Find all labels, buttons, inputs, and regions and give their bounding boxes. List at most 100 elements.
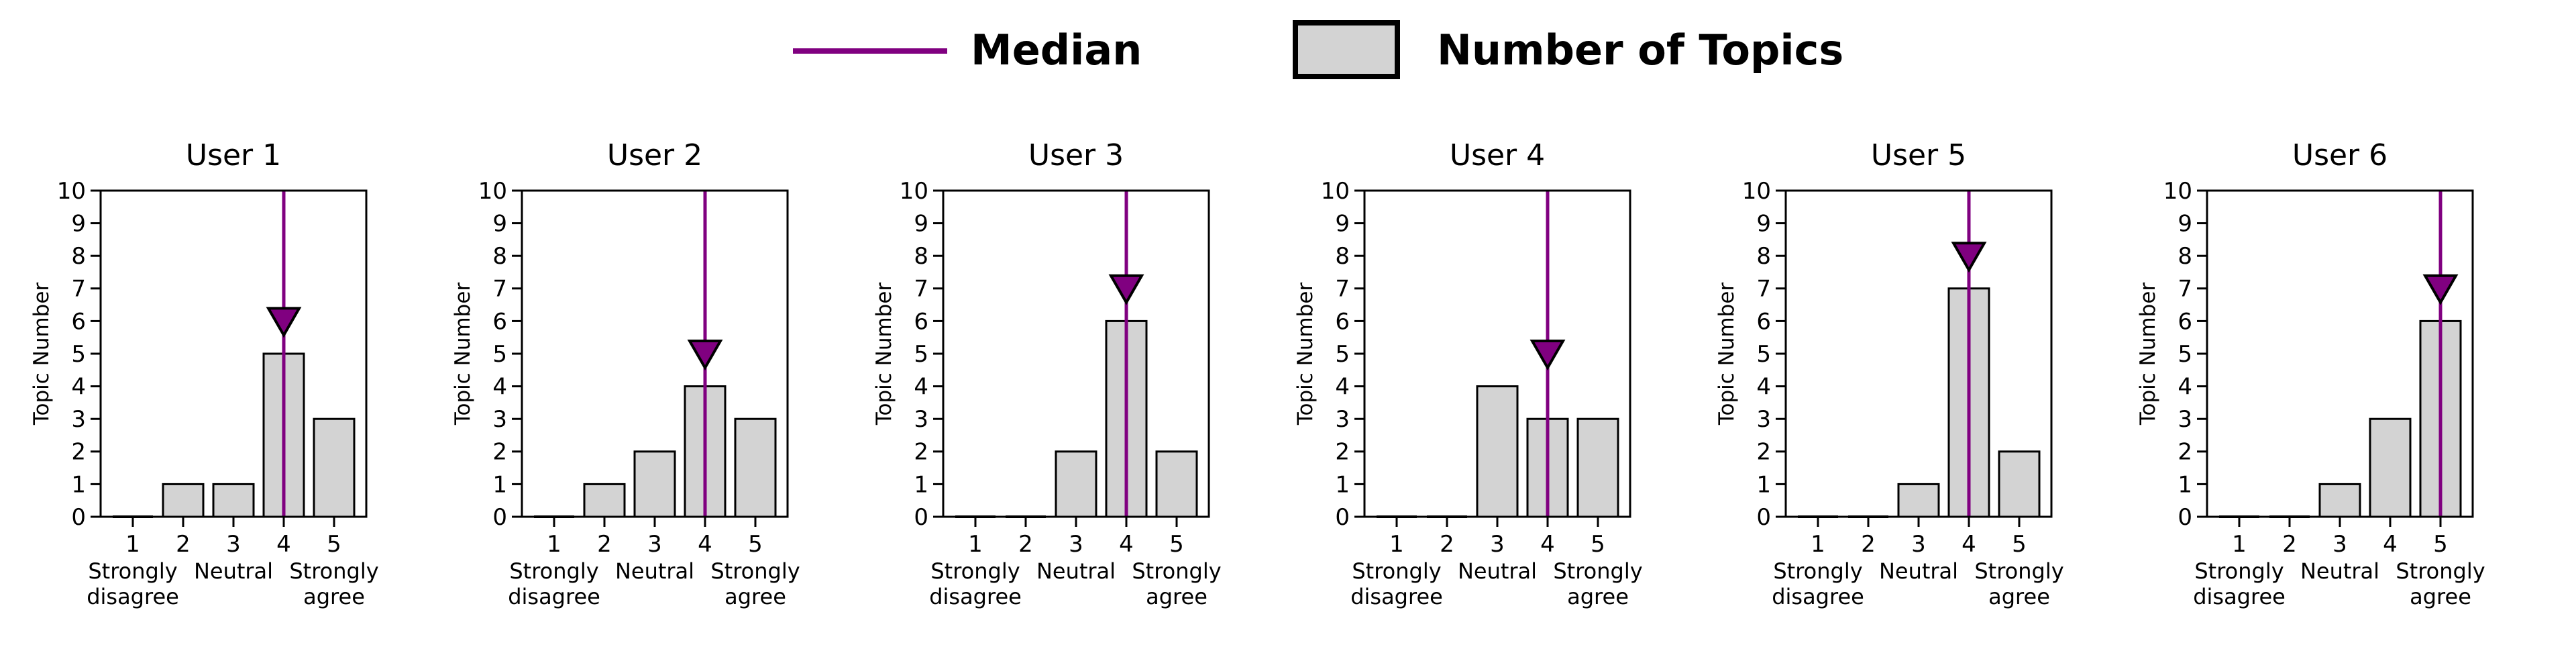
x-sublabel-5-line1: Strongly — [2396, 558, 2485, 584]
y-tick-label-7: 7 — [914, 276, 928, 303]
legend-median-label: Median — [971, 26, 1142, 74]
bar-category-2 — [162, 483, 205, 518]
y-tick-label-6: 6 — [1756, 308, 1771, 335]
y-tick-label-7: 7 — [492, 276, 507, 303]
x-tick-label-4: 4 — [276, 531, 291, 558]
bar-category-5 — [734, 417, 777, 518]
y-tick-label-4: 4 — [71, 374, 86, 401]
x-sublabel-3-line1: Neutral — [615, 558, 694, 584]
y-tick-label-0: 0 — [1335, 504, 1350, 531]
y-tick-label-7: 7 — [1756, 276, 1771, 303]
topics-patch-sample — [1293, 20, 1400, 79]
y-tick-label-8: 8 — [492, 243, 507, 270]
y-tick-label-8: 8 — [2178, 243, 2192, 270]
y-tick-label-10: 10 — [900, 178, 928, 205]
y-axis-label: Topic Number — [872, 283, 896, 426]
x-sublabel-5-line2: agree — [303, 584, 365, 609]
bar-category-3 — [1897, 483, 1940, 518]
bar-category-5 — [313, 417, 356, 518]
x-tick-label-3: 3 — [1911, 531, 1926, 558]
y-axis-label: Topic Number — [451, 283, 475, 426]
y-tick-label-7: 7 — [2178, 276, 2192, 303]
y-tick-label-9: 9 — [914, 211, 928, 238]
y-tick-label-1: 1 — [492, 471, 507, 498]
y-axis-label: Topic Number — [30, 283, 54, 426]
x-tick-label-5: 5 — [2012, 531, 2027, 558]
median-marker — [1951, 242, 1987, 273]
x-tick-label-5: 5 — [1591, 531, 1605, 558]
chart-title: User 5 — [1871, 138, 1966, 172]
y-tick-label-3: 3 — [2178, 406, 2192, 433]
y-tick-label-10: 10 — [2163, 178, 2192, 205]
x-tick-label-2: 2 — [597, 531, 612, 558]
y-tick-label-6: 6 — [914, 308, 928, 335]
x-sublabel-1-line2: disagree — [87, 584, 179, 609]
y-tick-label-5: 5 — [1756, 341, 1771, 368]
y-tick-label-0: 0 — [492, 504, 507, 531]
y-tick-label-4: 4 — [1756, 374, 1771, 401]
x-tick-label-2: 2 — [2282, 531, 2297, 558]
x-sublabel-5-line1: Strongly — [289, 558, 378, 584]
x-sublabel-5-line2: agree — [2410, 584, 2471, 609]
y-tick-label-4: 4 — [914, 374, 928, 401]
y-tick-label-5: 5 — [71, 341, 86, 368]
bar-category-3 — [2318, 483, 2361, 518]
y-tick-label-4: 4 — [2178, 374, 2192, 401]
x-tick-label-2: 2 — [1018, 531, 1033, 558]
median-marker — [266, 307, 302, 338]
y-tick-label-1: 1 — [71, 471, 86, 498]
x-sublabel-1-line1: Strongly — [509, 558, 598, 584]
median-marker — [1108, 274, 1144, 305]
y-tick-label-7: 7 — [1335, 276, 1350, 303]
y-tick-label-3: 3 — [1335, 406, 1350, 433]
x-sublabel-5-line2: agree — [1146, 584, 1208, 609]
x-tick-label-1: 1 — [547, 531, 561, 558]
x-sublabel-3-line1: Neutral — [194, 558, 273, 584]
x-tick-label-5: 5 — [327, 531, 341, 558]
y-tick-label-1: 1 — [1756, 471, 1771, 498]
x-sublabel-1-line2: disagree — [929, 584, 1022, 609]
y-tick-label-9: 9 — [1335, 211, 1350, 238]
y-tick-label-6: 6 — [492, 308, 507, 335]
chart-title: User 4 — [1450, 138, 1545, 172]
y-tick-label-0: 0 — [914, 504, 928, 531]
y-tick-label-6: 6 — [71, 308, 86, 335]
y-tick-label-1: 1 — [914, 471, 928, 498]
bar-category-5 — [1998, 450, 2041, 518]
x-sublabel-5-line2: agree — [1988, 584, 2050, 609]
median-marker — [687, 340, 723, 371]
median-marker — [1529, 340, 1566, 371]
x-sublabel-1-line2: disagree — [1772, 584, 1864, 609]
y-axis-label: Topic Number — [2136, 283, 2160, 426]
y-tick-label-8: 8 — [1756, 243, 1771, 270]
x-sublabel-1-line2: disagree — [1350, 584, 1443, 609]
y-tick-label-5: 5 — [914, 341, 928, 368]
y-tick-label-3: 3 — [1756, 406, 1771, 433]
x-sublabel-3-line1: Neutral — [1879, 558, 1958, 584]
y-tick-label-3: 3 — [71, 406, 86, 433]
x-sublabel-3-line1: Neutral — [2300, 558, 2379, 584]
median-line-sample — [793, 48, 947, 54]
x-sublabel-5-line1: Strongly — [1553, 558, 1642, 584]
x-tick-label-3: 3 — [647, 531, 662, 558]
y-tick-label-2: 2 — [914, 439, 928, 466]
y-tick-label-9: 9 — [2178, 211, 2192, 238]
y-axis-label: Topic Number — [1715, 283, 1739, 426]
y-tick-label-6: 6 — [2178, 308, 2192, 335]
y-tick-label-0: 0 — [2178, 504, 2192, 531]
legend-topics-label: Number of Topics — [1437, 26, 1844, 74]
x-tick-label-1: 1 — [968, 531, 983, 558]
x-tick-label-5: 5 — [2433, 531, 2448, 558]
x-tick-label-3: 3 — [1069, 531, 1083, 558]
x-sublabel-1-line1: Strongly — [930, 558, 1020, 584]
y-tick-label-1: 1 — [1335, 471, 1350, 498]
y-tick-label-8: 8 — [914, 243, 928, 270]
bar-category-2 — [583, 483, 626, 518]
